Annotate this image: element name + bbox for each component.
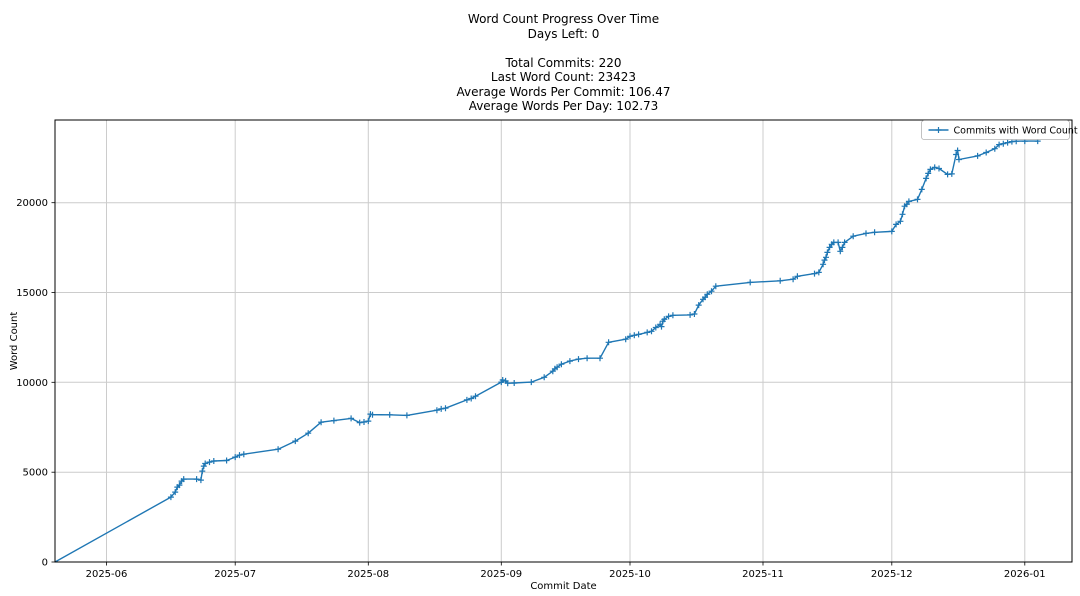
stat-average-words-per-commit: Average Words Per Commit: 106.47: [456, 84, 671, 99]
legend-label: Commits with Word Count: [954, 126, 1078, 137]
y-tick-label: 10000: [16, 378, 48, 389]
legend-plus-marker: [935, 127, 942, 133]
x-tick-label: 2025-09: [480, 569, 522, 580]
series-line: [54, 140, 1038, 563]
chart-title: Word Count Progress Over Time: [467, 12, 660, 26]
x-tick-label: 2026-01: [1004, 569, 1046, 580]
legend: Commits with Word Count: [921, 120, 1078, 140]
x-tick-label: 2025-07: [214, 569, 256, 580]
days-left-subtitle: Days Left: 0: [527, 26, 600, 41]
chart-header: Word Count Progress Over Time Days Left:…: [55, 12, 1072, 114]
stat-average-words-per-day: Average Words Per Day: 102.73: [468, 99, 659, 113]
series-plus-markers: [167, 138, 1041, 501]
x-tick-label: 2025-11: [742, 569, 784, 580]
legend-box: [921, 120, 1070, 140]
x-tick-label: 2025-08: [347, 569, 389, 580]
plot-border: [54, 119, 1073, 563]
x-tick-label: 2025-10: [609, 569, 651, 580]
y-tick-label: 5000: [23, 468, 48, 479]
y-tick-label: 0: [42, 558, 48, 569]
x-tick-label: 2025-06: [86, 569, 128, 580]
stat-last-word-count: Last Word Count: 23423: [490, 70, 637, 84]
stat-total-commits: Total Commits: 220: [505, 55, 622, 70]
y-tick-label: 15000: [16, 288, 48, 299]
x-tick-label: 2025-12: [871, 569, 913, 580]
y-axis-label: Word Count: [9, 312, 20, 371]
y-tick-label: 20000: [16, 198, 48, 209]
x-axis-label: Commit Date: [530, 581, 596, 592]
